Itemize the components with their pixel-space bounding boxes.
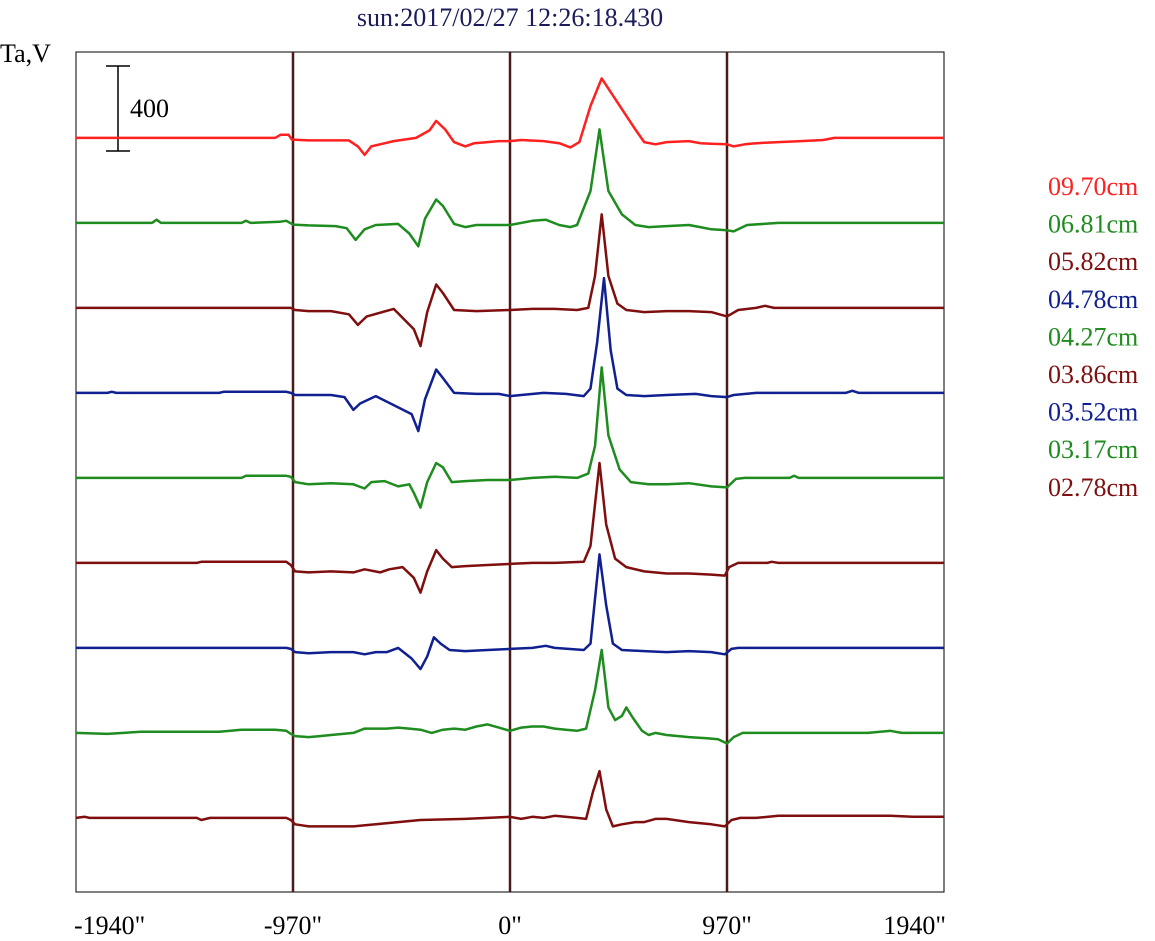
series-line-02.78cm: [75, 769, 944, 828]
legend-entry-06.81cm: 06.81cm: [1048, 210, 1138, 239]
y-axis-label: Ta,V: [0, 39, 51, 68]
legend: 09.70cm 06.81cm 05.82cm 04.78cm 04.27cm 03.86…: [1048, 172, 1138, 502]
series-line-04.27cm: [76, 366, 944, 509]
x-tick-label-4: 1940": [883, 911, 946, 940]
x-tick-label-0: -1940": [74, 911, 145, 940]
legend-entry-02.78cm: 02.78cm: [1048, 473, 1138, 502]
series-line-09.70cm: [76, 77, 944, 157]
legend-entry-04.27cm: 04.27cm: [1048, 322, 1138, 351]
series-line-05.82cm: [76, 213, 944, 348]
x-tick-labels: -1940" -970" 0" 970" 1940": [74, 911, 946, 940]
x-tick-label-2: 0": [498, 911, 522, 940]
series-line-06.81cm: [76, 128, 944, 248]
scale-bar-label: 400: [130, 94, 169, 123]
legend-entry-03.86cm: 03.86cm: [1048, 360, 1138, 389]
vertical-grid-lines: [291, 52, 729, 892]
series-line-03.86cm: [76, 461, 944, 594]
legend-entry-03.52cm: 03.52cm: [1048, 398, 1138, 427]
series-lines: [75, 77, 944, 828]
legend-entry-09.70cm: 09.70cm: [1048, 172, 1138, 201]
legend-entry-04.78cm: 04.78cm: [1048, 285, 1138, 314]
legend-entry-05.82cm: 05.82cm: [1048, 247, 1138, 276]
legend-entry-03.17cm: 03.17cm: [1048, 435, 1138, 464]
series-line-03.17cm: [75, 648, 944, 745]
series-line-03.52cm: [76, 553, 944, 671]
chart-title: sun:2017/02/27 12:26:18.430: [357, 3, 663, 32]
x-tick-label-3: 970": [702, 911, 752, 940]
series-line-04.78cm: [76, 276, 944, 433]
x-tick-label-1: -970": [264, 911, 322, 940]
